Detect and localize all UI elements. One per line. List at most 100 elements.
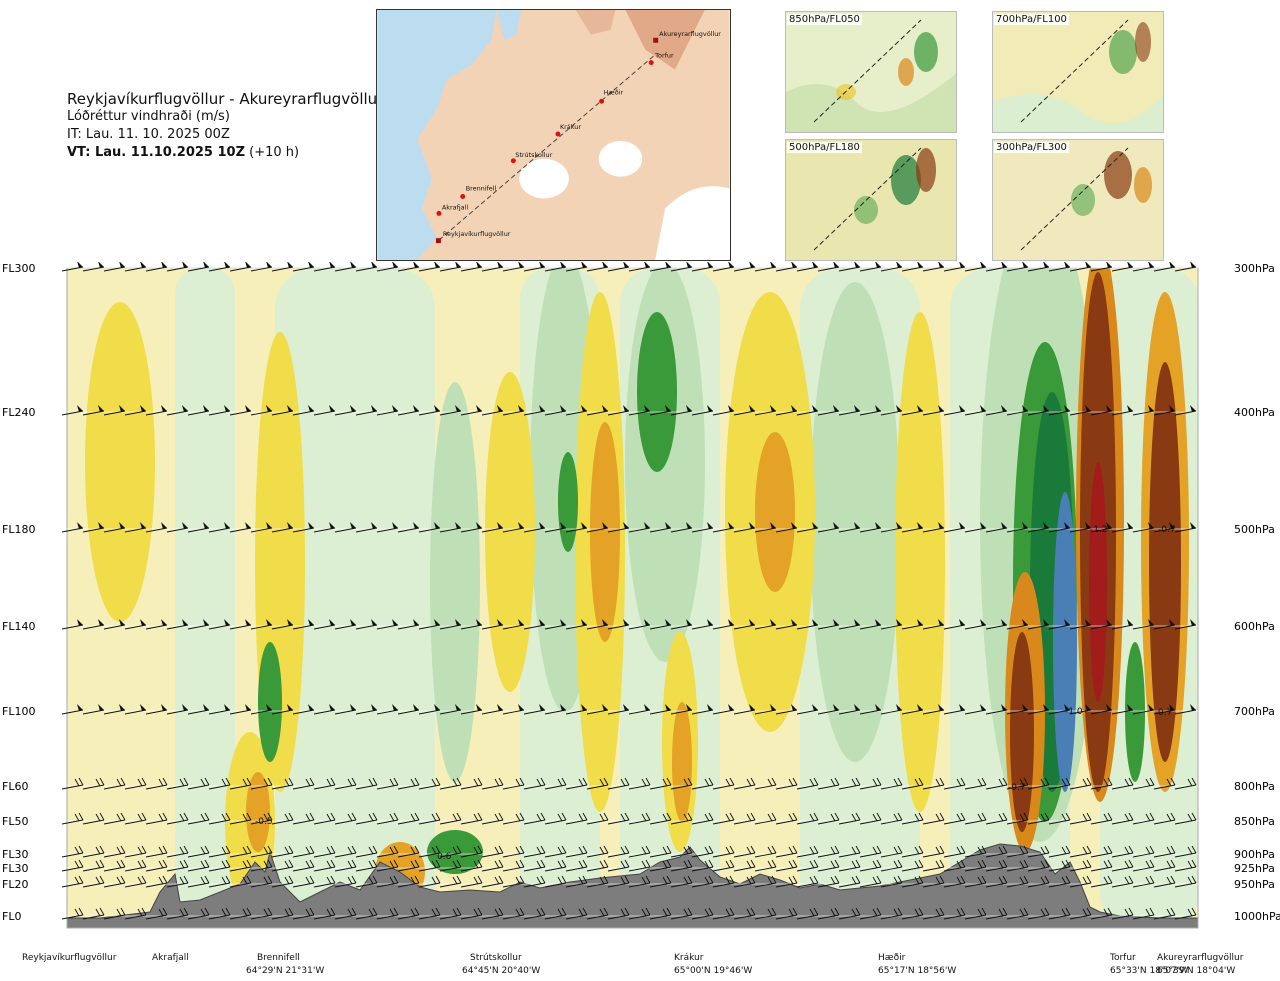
wind-barb [1090, 522, 1113, 533]
wind-barb [985, 619, 1008, 630]
hpa-label: 925hPa [1234, 862, 1275, 875]
wind-barb [502, 619, 525, 630]
wind-barb [838, 405, 861, 416]
wind-barb [712, 704, 735, 715]
wind-barb [439, 875, 462, 888]
chart-header: Reykjavíkurflugvöllur - Akureyrarflugvöl… [67, 90, 383, 162]
wind-barb [775, 262, 798, 272]
wind-barb [208, 777, 231, 790]
wind-barb [229, 845, 252, 858]
wind-barb [1006, 262, 1029, 272]
wind-barb [817, 619, 840, 630]
wind-barb [691, 262, 714, 272]
wind-barb [82, 405, 105, 416]
wind-barb [649, 907, 672, 920]
wind-barb [880, 845, 903, 858]
wind-barb [292, 859, 315, 872]
wind-barb [544, 777, 567, 790]
wind-barb [145, 777, 168, 790]
wind-barb [61, 907, 84, 920]
wind-barb [313, 619, 336, 630]
wind-barb [1006, 875, 1029, 888]
wind-barb [985, 522, 1008, 533]
wind-barb [817, 704, 840, 715]
wind-barb [1027, 859, 1050, 872]
wind-barb [712, 262, 735, 272]
wind-barb [355, 907, 378, 920]
wind-barb [418, 405, 441, 416]
wind-barb [1069, 859, 1092, 872]
wind-barb [82, 704, 105, 715]
wind-barb [1048, 859, 1071, 872]
map-label-strutskollur: Strútskollur [515, 151, 552, 159]
wind-barb [838, 907, 861, 920]
wind-barb [712, 875, 735, 888]
wind-barb [922, 619, 945, 630]
wind-barb [418, 812, 441, 825]
wind-barb [586, 405, 609, 416]
wind-barb [901, 859, 924, 872]
wind-barb [691, 405, 714, 416]
wind-barb [1006, 405, 1029, 416]
wind-barb [544, 812, 567, 825]
route-map: Akureyrarflugvöllur Torfur Hæðir Krákur … [376, 9, 731, 261]
wind-barb [754, 845, 777, 858]
wind-barb [313, 907, 336, 920]
panel-label-700: 700hPa/FL100 [994, 14, 1069, 25]
wind-barb [334, 777, 357, 790]
wind-barb [61, 405, 84, 416]
wind-barb [796, 777, 819, 790]
map-label-akureyri: Akureyrarflugvöllur [659, 30, 721, 38]
wind-barb [607, 619, 630, 630]
wind-barb [1174, 522, 1197, 533]
wind-barb [859, 859, 882, 872]
wind-barb [313, 262, 336, 272]
wind-barb [187, 845, 210, 858]
wind-barb [628, 619, 651, 630]
wind-barb [1111, 522, 1134, 533]
wind-barb [1153, 262, 1176, 272]
wind-barb [208, 522, 231, 533]
wind-barb [376, 777, 399, 790]
wind-barb [460, 859, 483, 872]
wind-barb [1069, 777, 1092, 790]
wind-barb [1174, 859, 1197, 872]
wind-barb [1132, 859, 1155, 872]
wind-barb [607, 859, 630, 872]
wind-barb [145, 845, 168, 858]
station-coord: 65°39'N 18°04'W [1157, 966, 1235, 976]
wind-barb [880, 405, 903, 416]
wind-barb [754, 262, 777, 272]
wind-barb [124, 262, 147, 272]
wind-barb [1153, 704, 1176, 715]
wind-barb [1111, 262, 1134, 272]
wind-barb [670, 704, 693, 715]
wind-barb [586, 812, 609, 825]
wind-barb [964, 619, 987, 630]
wind-barb [880, 875, 903, 888]
wind-barb [355, 405, 378, 416]
wind-barb [1090, 262, 1113, 272]
wind-barb [376, 875, 399, 888]
wind-barb [880, 704, 903, 715]
wind-barb [1174, 845, 1197, 858]
wind-barb [1069, 619, 1092, 630]
wind-barb [1090, 405, 1113, 416]
wind-barb [565, 405, 588, 416]
wind-barb [376, 859, 399, 872]
wind-barb [565, 777, 588, 790]
route-title: Reykjavíkurflugvöllur - Akureyrarflugvöl… [67, 90, 384, 108]
wind-barb [733, 907, 756, 920]
fl-label: FL60 [2, 780, 28, 793]
wind-barb [1153, 777, 1176, 790]
wind-barb [1174, 875, 1197, 888]
station-name: Brennifell [257, 953, 300, 963]
station-coord: 64°29'N 21°31'W [246, 966, 324, 976]
wind-barbs [61, 262, 1197, 920]
wind-barb [481, 845, 504, 858]
map-label-krakur: Krákur [560, 123, 581, 131]
wind-barb [859, 875, 882, 888]
wind-barb [964, 522, 987, 533]
wind-barb [313, 812, 336, 825]
hpa-label: 900hPa [1234, 848, 1275, 861]
